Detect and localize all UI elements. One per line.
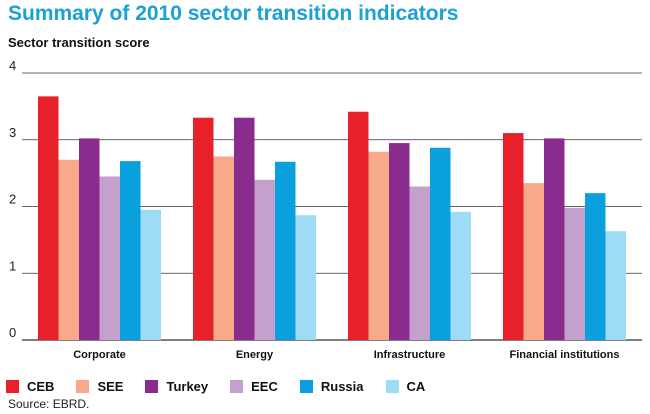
bar-turkey-infrastructure bbox=[389, 143, 410, 340]
legend-swatch bbox=[230, 380, 244, 393]
bar-ca-energy bbox=[295, 215, 316, 340]
legend: CEB SEE Turkey EEC Russia CA bbox=[6, 379, 447, 394]
legend-swatch bbox=[145, 380, 159, 393]
legend-swatch bbox=[6, 380, 19, 393]
bar-russia-financial-institutions bbox=[585, 193, 606, 340]
legend-swatch bbox=[385, 380, 399, 393]
legend-item-turkey: Turkey bbox=[145, 379, 208, 394]
y-axis-label: Sector transition score bbox=[8, 35, 150, 50]
bar-ca-financial-institutions bbox=[605, 231, 626, 340]
bar-see-energy bbox=[213, 156, 234, 340]
legend-label: EEC bbox=[251, 379, 278, 394]
bar-eec-financial-institutions bbox=[564, 207, 585, 340]
legend-item-ceb: CEB bbox=[6, 379, 54, 394]
bar-ceb-energy bbox=[193, 117, 214, 340]
legend-label: CEB bbox=[27, 379, 55, 394]
y-tick-label: 4 bbox=[9, 58, 16, 73]
x-category-label: Energy bbox=[236, 349, 274, 361]
bar-russia-corporate bbox=[120, 161, 141, 340]
bar-ceb-financial-institutions bbox=[503, 133, 524, 340]
x-category-label: Financial institutions bbox=[509, 349, 619, 361]
y-tick-label: 3 bbox=[9, 125, 16, 140]
source-note: Source: EBRD. bbox=[8, 397, 90, 411]
legend-item-ca: CA bbox=[385, 379, 426, 394]
bar-ceb-infrastructure bbox=[348, 111, 369, 340]
bar-russia-energy bbox=[275, 161, 296, 340]
bar-ca-infrastructure bbox=[450, 211, 471, 340]
legend-label: Russia bbox=[320, 379, 364, 394]
y-tick-label: 0 bbox=[9, 325, 16, 340]
y-tick-label: 1 bbox=[9, 258, 16, 273]
bar-eec-corporate bbox=[99, 176, 120, 340]
bar-turkey-financial-institutions bbox=[544, 138, 565, 340]
bar-ceb-corporate bbox=[38, 96, 59, 340]
legend-label: Turkey bbox=[166, 379, 209, 394]
legend-item-see: SEE bbox=[76, 379, 123, 394]
legend-swatch bbox=[299, 380, 313, 393]
legend-item-eec: EEC bbox=[230, 379, 278, 394]
bar-see-corporate bbox=[58, 159, 79, 340]
bar-russia-infrastructure bbox=[430, 147, 451, 340]
bar-eec-infrastructure bbox=[409, 186, 430, 340]
bar-turkey-energy bbox=[234, 117, 255, 340]
bar-see-financial-institutions bbox=[523, 183, 544, 340]
bar-ca-corporate bbox=[140, 209, 161, 340]
legend-label: SEE bbox=[97, 379, 124, 394]
bar-turkey-corporate bbox=[79, 138, 100, 340]
chart-title: Summary of 2010 sector transition indica… bbox=[8, 2, 459, 25]
legend-swatch bbox=[76, 380, 90, 393]
x-category-label: Corporate bbox=[73, 349, 126, 361]
legend-label: CA bbox=[406, 379, 426, 394]
bar-chart: 0 1 2 3 4 Corporate Energy Infrastructure Financ… bbox=[9, 58, 642, 361]
x-category-label: Infrastructure bbox=[374, 349, 446, 361]
y-tick-label: 2 bbox=[9, 192, 16, 207]
legend-item-russia: Russia bbox=[299, 379, 364, 394]
bar-eec-energy bbox=[254, 179, 275, 340]
bar-see-infrastructure bbox=[368, 151, 389, 340]
